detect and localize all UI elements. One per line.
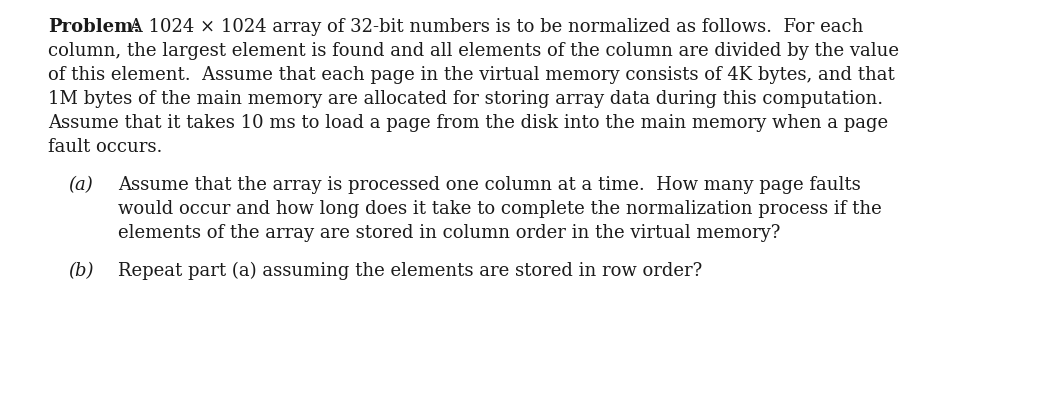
Text: Assume that the array is processed one column at a time.  How many page faults: Assume that the array is processed one c… xyxy=(118,176,860,194)
Text: would occur and how long does it take to complete the normalization process if t: would occur and how long does it take to… xyxy=(118,200,882,217)
Text: column, the largest element is found and all elements of the column are divided : column, the largest element is found and… xyxy=(48,42,899,60)
Text: A 1024 × 1024 array of 32-bit numbers is to be normalized as follows.  For each: A 1024 × 1024 array of 32-bit numbers is… xyxy=(124,18,863,36)
Text: Repeat part (a) assuming the elements are stored in row order?: Repeat part (a) assuming the elements ar… xyxy=(118,261,703,279)
Text: (b): (b) xyxy=(68,261,94,279)
Text: 1M bytes of the main memory are allocated for storing array data during this com: 1M bytes of the main memory are allocate… xyxy=(48,90,883,108)
Text: of this element.  Assume that each page in the virtual memory consists of 4K byt: of this element. Assume that each page i… xyxy=(48,66,895,84)
Text: elements of the array are stored in column order in the virtual memory?: elements of the array are stored in colu… xyxy=(118,223,780,241)
Text: Problem:: Problem: xyxy=(48,18,140,36)
Text: (a): (a) xyxy=(68,176,93,194)
Text: Assume that it takes 10 ms to load a page from the disk into the main memory whe: Assume that it takes 10 ms to load a pag… xyxy=(48,114,888,132)
Text: fault occurs.: fault occurs. xyxy=(48,138,163,156)
